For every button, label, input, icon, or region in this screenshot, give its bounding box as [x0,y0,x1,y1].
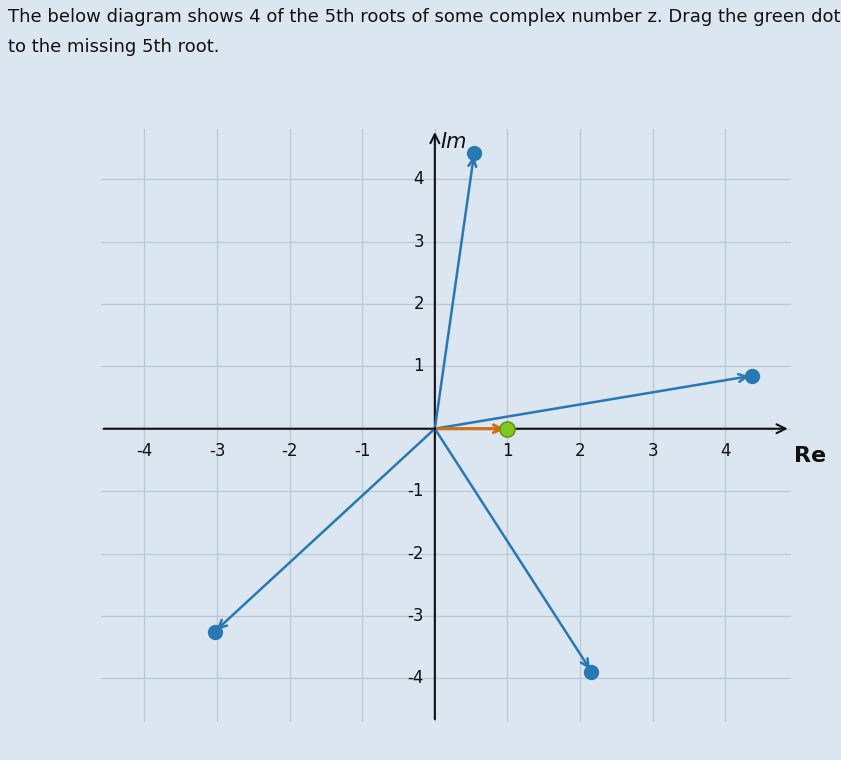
Text: The below diagram shows 4 of the 5th roots of some complex number z. Drag the gr: The below diagram shows 4 of the 5th roo… [8,8,841,26]
Text: 1: 1 [413,357,424,375]
Text: to the missing 5th root.: to the missing 5th root. [8,38,220,56]
Text: 4: 4 [720,442,731,461]
Text: -3: -3 [209,442,225,461]
Text: -1: -1 [354,442,371,461]
Text: -4: -4 [136,442,153,461]
Text: 2: 2 [574,442,585,461]
Text: Im: Im [441,132,467,152]
Text: -4: -4 [408,670,424,687]
Text: 4: 4 [414,170,424,188]
Text: 3: 3 [648,442,658,461]
Text: 2: 2 [413,295,424,313]
Text: 3: 3 [413,233,424,251]
Text: Re: Re [794,446,827,466]
Text: -2: -2 [282,442,298,461]
Text: 1: 1 [502,442,513,461]
Text: -2: -2 [407,544,424,562]
Text: -1: -1 [407,482,424,500]
Text: -3: -3 [407,607,424,625]
